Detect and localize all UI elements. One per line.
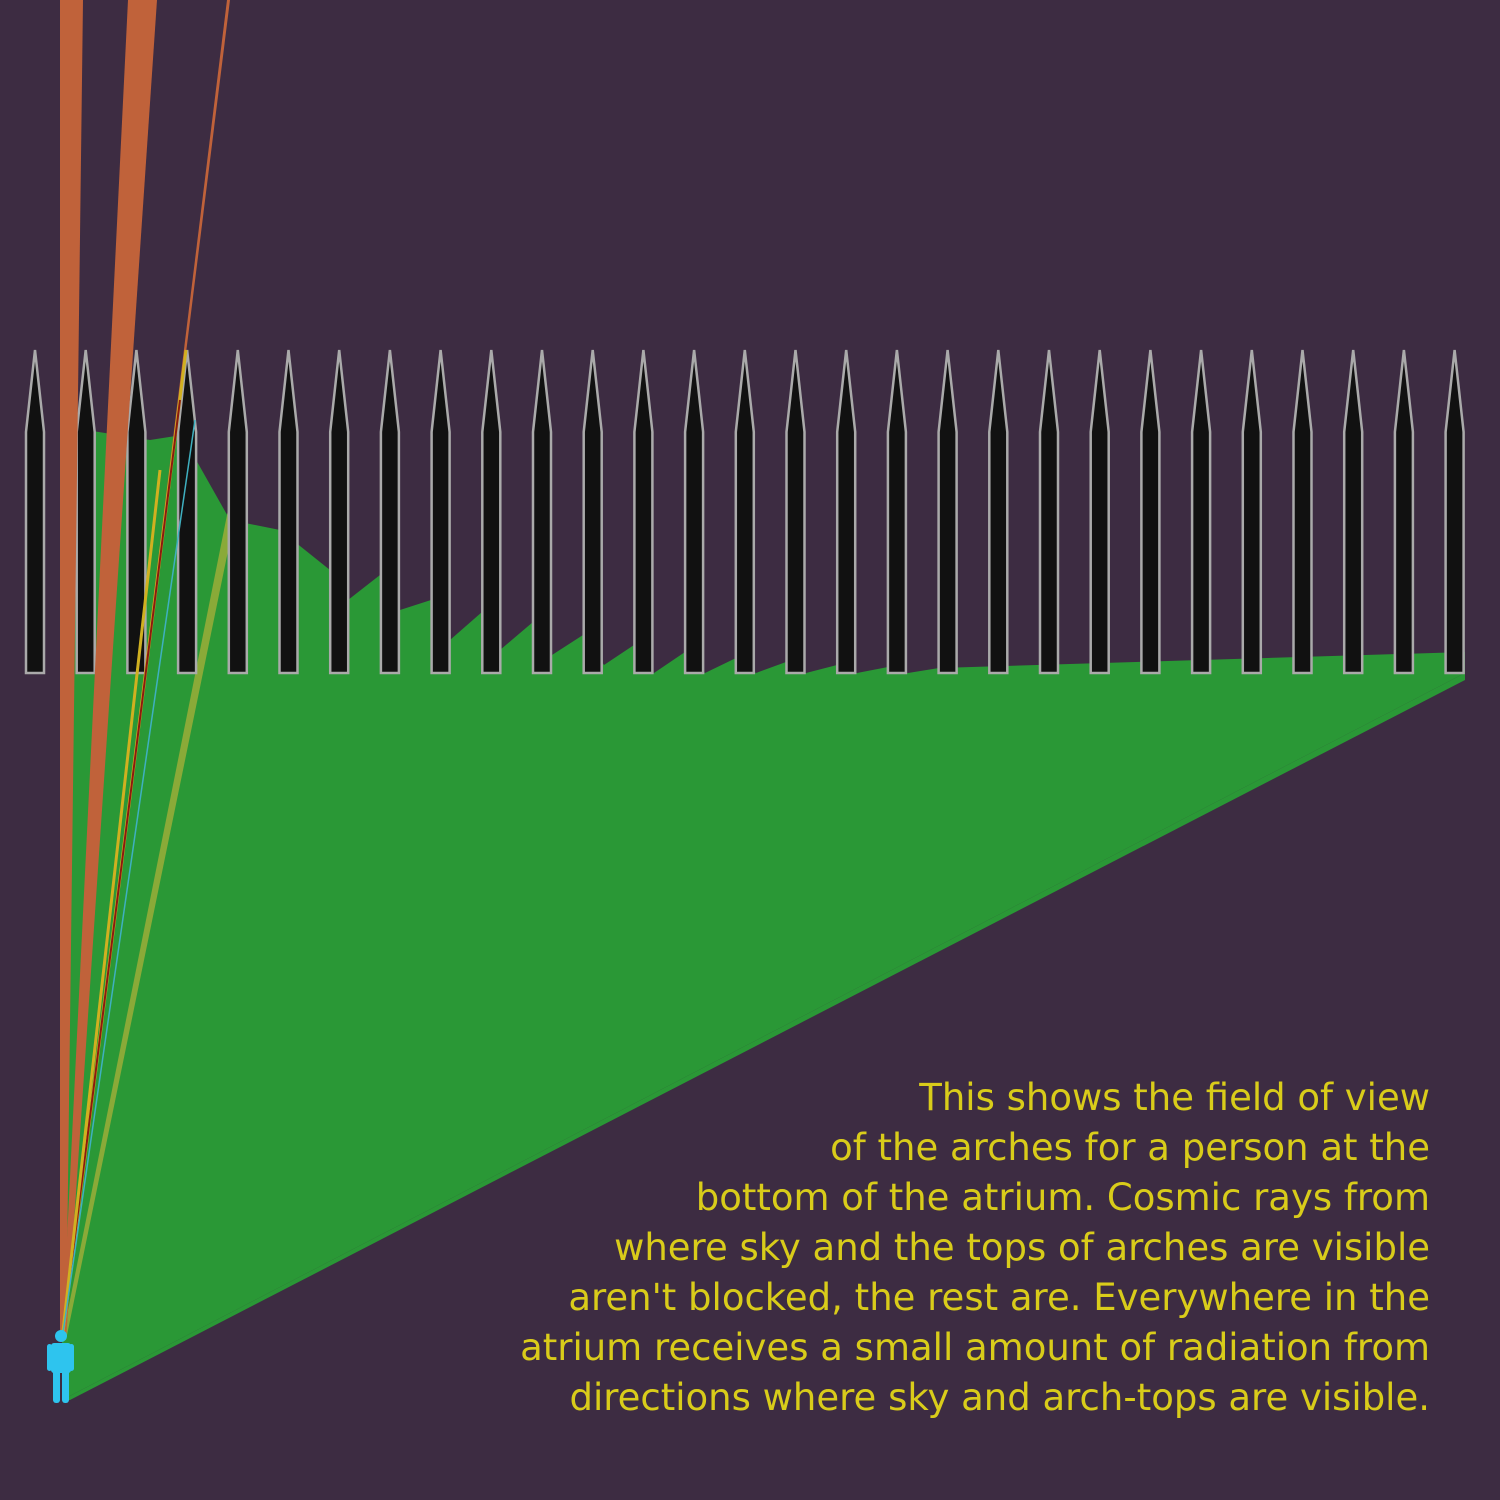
sky-ray-line xyxy=(61,419,196,1341)
caption-line: bottom of the atrium. Cosmic rays from xyxy=(695,1176,1430,1219)
caption-line: This shows the field of view xyxy=(919,1076,1430,1119)
caption-line: where sky and the tops of arches are vis… xyxy=(614,1226,1430,1269)
arch xyxy=(1444,349,1465,675)
arch xyxy=(278,349,299,675)
arch xyxy=(126,349,147,675)
arch xyxy=(1342,349,1364,675)
arch xyxy=(176,349,198,675)
arch xyxy=(582,349,603,675)
arch xyxy=(683,349,705,675)
caption-line: aren't blocked, the rest are. Everywhere… xyxy=(568,1276,1430,1319)
arch xyxy=(227,349,249,675)
arch xyxy=(633,349,654,675)
arch xyxy=(1292,349,1313,675)
arch xyxy=(886,349,908,675)
field-of-view-area xyxy=(62,420,1465,1400)
sky-ray-line xyxy=(60,469,162,1341)
arch xyxy=(835,349,857,675)
sky-ray xyxy=(60,0,83,1340)
person-icon xyxy=(47,1330,74,1403)
arch xyxy=(24,349,46,675)
arch xyxy=(1241,349,1263,675)
arch xyxy=(1393,349,1415,675)
field-of-view-edge xyxy=(62,673,1465,1400)
caption-line: atrium receives a small amount of radiat… xyxy=(520,1326,1430,1369)
arches xyxy=(24,349,1465,675)
arch xyxy=(75,349,96,675)
arch xyxy=(1089,349,1110,675)
sky-ray xyxy=(62,0,157,1340)
arch xyxy=(379,349,401,675)
arch xyxy=(481,349,502,675)
sky-rays xyxy=(60,0,230,1341)
field-of-view xyxy=(62,420,1465,1400)
caption: This shows the field of view of the arch… xyxy=(330,1073,1430,1423)
arch xyxy=(937,349,958,675)
arch xyxy=(785,349,806,675)
arch xyxy=(328,349,350,675)
arch xyxy=(1190,349,1212,675)
arch xyxy=(988,349,1009,675)
arch xyxy=(1038,349,1060,675)
arch xyxy=(1140,349,1161,675)
sky-ray-line xyxy=(61,399,181,1341)
caption-line: of the arches for a person at the xyxy=(830,1126,1430,1169)
arch xyxy=(430,349,451,675)
caption-line: directions where sky and arch-tops are v… xyxy=(569,1376,1430,1419)
arch xyxy=(531,349,553,675)
field-of-view-wedge xyxy=(62,510,236,1340)
arch xyxy=(734,349,756,675)
